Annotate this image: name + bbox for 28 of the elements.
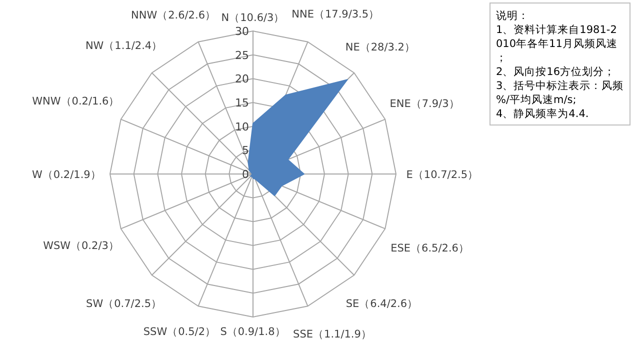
spoke-label: NW（1.1/2.4） <box>85 40 163 52</box>
spoke-label: ESE（6.5/2.6） <box>390 242 470 254</box>
spoke-label: S（0.9/1.8） <box>220 326 286 338</box>
spoke-label: ENE（7.9/3） <box>390 98 460 110</box>
spoke-label: WSW（0.2/3） <box>43 240 120 252</box>
y-tick-label: 25 <box>235 48 249 62</box>
spoke-label: NNE（17.9/3.5） <box>292 8 380 21</box>
y-tick-label: 5 <box>242 144 249 158</box>
y-tick-label: 0 <box>242 168 249 181</box>
spoke-label: SW（0.7/2.5） <box>86 298 162 310</box>
spoke-label: SE（6.4/2.6） <box>346 298 418 310</box>
spoke-label: SSE（1.1/1.9） <box>293 328 372 340</box>
spoke-label: N（10.6/3） <box>221 12 285 24</box>
text: 3、括号中标注表示：风频%/平均风速m/s; <box>496 79 624 106</box>
spoke-label: WNW（0.2/1.6） <box>32 96 120 108</box>
text: 2、风向按16方位划分； <box>496 65 616 78</box>
spoke-label: NE（28/3.2） <box>345 42 416 54</box>
spoke-label: E（10.7/2.5） <box>406 169 479 181</box>
text: 1、资料计算来自1981-2010年各年11月风频风速； <box>496 23 618 64</box>
text: 说明： <box>496 10 529 22</box>
text: 4、静风频率为4.4. <box>496 107 589 120</box>
spoke-label: SSW（0.5/2） <box>143 326 216 338</box>
spoke-label: NNW（2.6/2.6） <box>130 10 216 22</box>
y-tick-label: 30 <box>235 25 249 38</box>
y-tick-label: 15 <box>235 96 249 110</box>
y-tick-label: 20 <box>235 72 249 86</box>
y-tick-label: 10 <box>235 120 249 134</box>
spoke-label: W（0.2/1.9） <box>32 169 102 181</box>
